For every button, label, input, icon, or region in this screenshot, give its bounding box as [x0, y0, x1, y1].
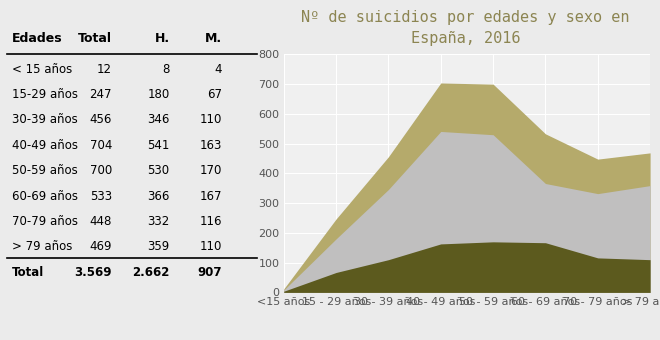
Text: 907: 907 [198, 266, 222, 279]
Text: H.: H. [154, 32, 170, 45]
Text: 247: 247 [90, 88, 112, 101]
Text: Edades: Edades [12, 32, 62, 45]
Text: Total: Total [78, 32, 112, 45]
Text: 8: 8 [162, 63, 170, 75]
Text: 50-59 años: 50-59 años [12, 164, 77, 177]
Text: 110: 110 [200, 240, 222, 253]
Text: 30-39 años: 30-39 años [12, 113, 77, 126]
Text: 40-49 años: 40-49 años [12, 139, 78, 152]
Text: 116: 116 [200, 215, 222, 228]
Text: < 15 años: < 15 años [12, 63, 72, 75]
Text: 704: 704 [90, 139, 112, 152]
Text: 456: 456 [90, 113, 112, 126]
Text: 3.569: 3.569 [75, 266, 112, 279]
Text: 346: 346 [147, 113, 170, 126]
Text: Total: Total [12, 266, 44, 279]
Text: > 79 años: > 79 años [12, 240, 72, 253]
Text: 15-29 años: 15-29 años [12, 88, 78, 101]
Text: 448: 448 [90, 215, 112, 228]
Text: 359: 359 [147, 240, 170, 253]
Text: 541: 541 [147, 139, 170, 152]
Text: 180: 180 [147, 88, 170, 101]
Text: 530: 530 [147, 164, 170, 177]
Text: 332: 332 [147, 215, 170, 228]
Text: 60-69 años: 60-69 años [12, 189, 78, 203]
Text: 366: 366 [147, 189, 170, 203]
Text: 4: 4 [214, 63, 222, 75]
Text: 12: 12 [97, 63, 112, 75]
Text: 700: 700 [90, 164, 112, 177]
Text: 167: 167 [200, 189, 222, 203]
Text: 163: 163 [200, 139, 222, 152]
Text: M.: M. [205, 32, 222, 45]
Text: 67: 67 [207, 88, 222, 101]
Text: 110: 110 [200, 113, 222, 126]
Text: 2.662: 2.662 [132, 266, 170, 279]
Text: 70-79 años: 70-79 años [12, 215, 78, 228]
Text: 533: 533 [90, 189, 112, 203]
Text: 469: 469 [90, 240, 112, 253]
Text: Nº de suicidios por edades y sexo en
España, 2016: Nº de suicidios por edades y sexo en Esp… [301, 10, 630, 46]
Text: 170: 170 [200, 164, 222, 177]
